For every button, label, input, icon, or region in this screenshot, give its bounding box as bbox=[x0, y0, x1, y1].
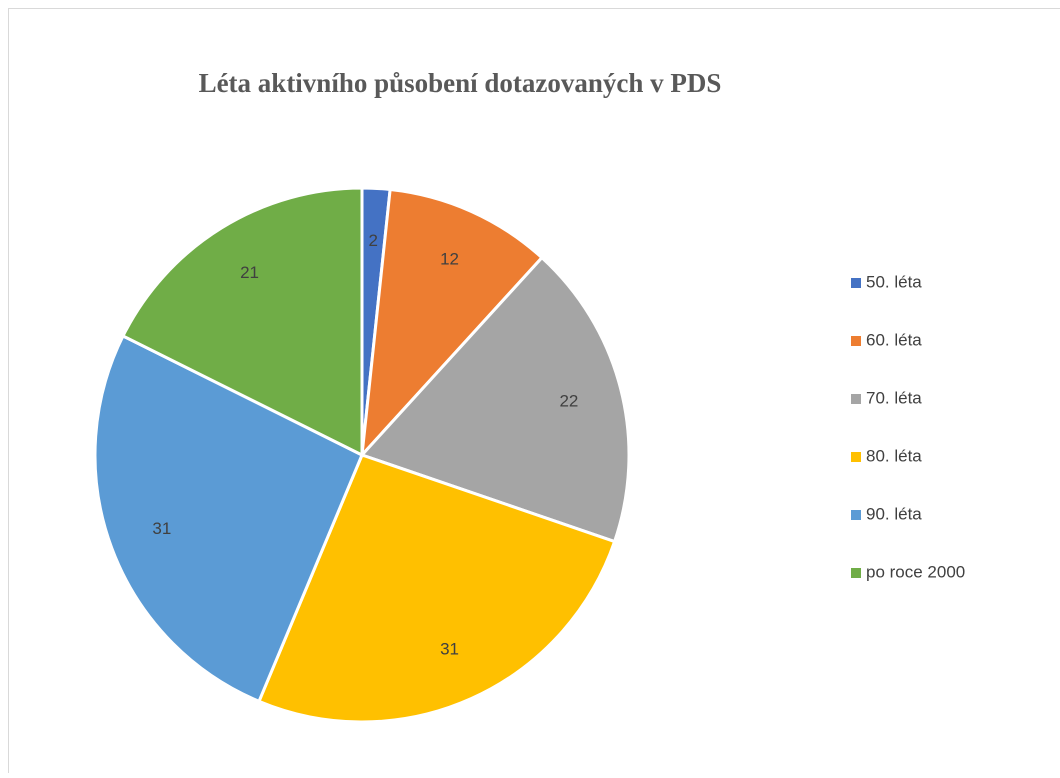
legend-label: 50. léta bbox=[866, 272, 922, 291]
data-label: 21 bbox=[240, 263, 259, 282]
legend-swatch bbox=[851, 568, 861, 578]
legend-swatch bbox=[851, 278, 861, 288]
legend-label: 60. léta bbox=[866, 330, 922, 349]
data-label: 31 bbox=[152, 519, 171, 538]
data-label: 12 bbox=[440, 250, 459, 269]
data-label: 2 bbox=[369, 231, 378, 250]
legend-label: 80. léta bbox=[866, 446, 922, 465]
data-label: 22 bbox=[559, 391, 578, 410]
legend-swatch bbox=[851, 452, 861, 462]
legend-swatch bbox=[851, 510, 861, 520]
chart-title: Léta aktivního působení dotazovaných v P… bbox=[199, 68, 722, 98]
data-label: 31 bbox=[440, 639, 459, 658]
legend-swatch bbox=[851, 336, 861, 346]
legend-swatch bbox=[851, 394, 861, 404]
legend-label: 90. léta bbox=[866, 504, 922, 523]
legend-label: 70. léta bbox=[866, 388, 922, 407]
legend-label: po roce 2000 bbox=[866, 562, 965, 581]
